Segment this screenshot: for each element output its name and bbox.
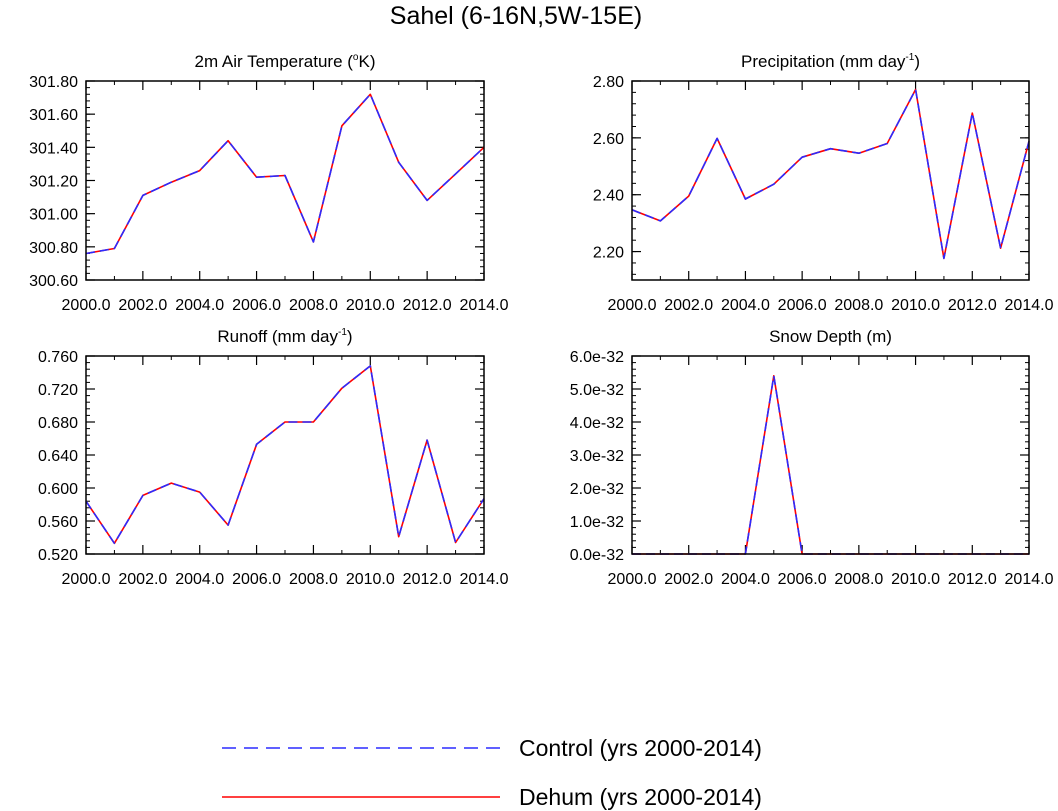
y-tick-label: 0.720 [38, 382, 78, 399]
x-tick-label: 2004.0 [175, 571, 224, 588]
y-tick-label: 2.0e-32 [570, 481, 624, 498]
x-tick-label: 2006.0 [232, 297, 281, 314]
x-tick-label: 2002.0 [664, 571, 713, 588]
y-tick-label: 2.20 [593, 245, 624, 262]
panel-title-main: 2m Air Temperature ( [195, 52, 354, 71]
x-tick-label: 2000.0 [62, 297, 111, 314]
x-tick-label: 2010.0 [346, 297, 395, 314]
x-tick-label: 2014.0 [1005, 571, 1054, 588]
y-tick-label: 6.0e-32 [570, 349, 624, 366]
x-tick-label: 2012.0 [403, 297, 452, 314]
panels-group: 2m Air Temperature (oK) 300.60 300.80 301.0… [29, 52, 1054, 588]
dehum-series-line [632, 374, 1029, 555]
y-tick-label: 2.40 [593, 188, 624, 205]
y-tick-label: 301.60 [29, 107, 78, 124]
panel-title-main: Runoff (mm day [217, 327, 338, 346]
y-tick-label: 301.80 [29, 74, 78, 91]
y-tick-label: 1.0e-32 [570, 514, 624, 531]
y-tick-label: 0.0e-32 [570, 547, 624, 564]
y-tick-label: 0.520 [38, 547, 78, 564]
y-tick-label: 4.0e-32 [570, 415, 624, 432]
figure-title: Sahel (6-16N,5W-15E) [390, 2, 642, 30]
x-tick-label: 2012.0 [403, 571, 452, 588]
x-tick-label: 2002.0 [664, 297, 713, 314]
x-tick-label: 2010.0 [346, 571, 395, 588]
y-tick-label: 0.600 [38, 481, 78, 498]
panel-3: Runoff (mm day-1) 0.520 0.560 0.600 0.640 0.6… [38, 327, 509, 588]
dehum-series-line [85, 93, 485, 255]
x-tick-label: 2000.0 [608, 297, 657, 314]
y-tick-label: 3.0e-32 [570, 448, 624, 465]
dehum-series-line [85, 365, 485, 545]
x-tick-label: 2004.0 [721, 571, 770, 588]
y-tick-label: 0.560 [38, 514, 78, 531]
panel-frame [85, 80, 485, 281]
y-tick-label: 300.60 [29, 273, 78, 290]
x-tick-label: 2006.0 [778, 297, 827, 314]
y-tick-label: 2.60 [593, 131, 624, 148]
x-tick-label: 2010.0 [891, 571, 940, 588]
x-tick-label: 2012.0 [948, 297, 997, 314]
panel-title-superscript: -1 [338, 327, 347, 338]
y-tick-label: 0.680 [38, 415, 78, 432]
panel-title: Precipitation (mm day-1) [741, 52, 920, 71]
x-tick-label: 2004.0 [721, 297, 770, 314]
x-tick-label: 2006.0 [232, 571, 281, 588]
y-tick-label: 301.20 [29, 174, 78, 191]
x-tick-label: 2002.0 [118, 571, 167, 588]
y-tick-label: 0.640 [38, 448, 78, 465]
panel-title: Runoff (mm day-1) [217, 327, 352, 346]
x-tick-label: 2008.0 [289, 571, 338, 588]
panel-title: 2m Air Temperature (oK) [195, 52, 376, 71]
x-tick-label: 2000.0 [62, 571, 111, 588]
panel-2: Precipitation (mm day-1) 2.20 2.40 2.60 2.80… [593, 52, 1054, 314]
y-tick-label: 5.0e-32 [570, 382, 624, 399]
control-series-line [631, 88, 1030, 260]
control-series-line [85, 93, 485, 255]
control-series-line [632, 374, 1029, 555]
x-tick-label: 2008.0 [289, 297, 338, 314]
x-tick-label: 2002.0 [118, 297, 167, 314]
x-tick-label: 2006.0 [778, 571, 827, 588]
x-tick-label: 2004.0 [175, 297, 224, 314]
x-tick-label: 2012.0 [948, 571, 997, 588]
y-tick-label: 301.40 [29, 140, 78, 157]
panel-title-main: Snow Depth (m) [769, 327, 892, 346]
legend: Control (yrs 2000-2014) Dehum (yrs 2000-2… [222, 735, 762, 810]
y-tick-label: 2.80 [593, 74, 624, 91]
y-tick-label: 301.00 [29, 207, 78, 224]
panel-title-end: ) [347, 327, 353, 346]
legend-control-label: Control (yrs 2000-2014) [519, 735, 762, 761]
x-tick-label: 2014.0 [460, 297, 509, 314]
y-tick-label: 300.80 [29, 240, 78, 257]
panel-frame [631, 80, 1030, 281]
legend-dehum-label: Dehum (yrs 2000-2014) [519, 784, 762, 810]
x-tick-label: 2014.0 [460, 571, 509, 588]
y-tick-label: 0.760 [38, 349, 78, 366]
panel-frame [85, 355, 485, 555]
panel-frame [631, 355, 1030, 555]
panel-title-superscript: o [353, 52, 359, 63]
panel-title-main: Precipitation (mm day [741, 52, 906, 71]
dehum-series-line [631, 88, 1030, 260]
x-tick-label: 2010.0 [891, 297, 940, 314]
panel-title-end: K) [358, 52, 375, 71]
x-tick-label: 2008.0 [834, 571, 883, 588]
panel-title-superscript: -1 [905, 52, 914, 63]
x-tick-label: 2014.0 [1005, 297, 1054, 314]
x-tick-label: 2008.0 [834, 297, 883, 314]
control-series-line [85, 365, 485, 545]
panel-title: Snow Depth (m) [769, 327, 892, 346]
panel-4: Snow Depth (m) 0.0e-32 1.0e-32 2.0e-32 3.0e-… [570, 327, 1054, 588]
panel-1: 2m Air Temperature (oK) 300.60 300.80 301.0… [29, 52, 509, 314]
panel-title-end: ) [914, 52, 920, 71]
x-tick-label: 2000.0 [608, 571, 657, 588]
